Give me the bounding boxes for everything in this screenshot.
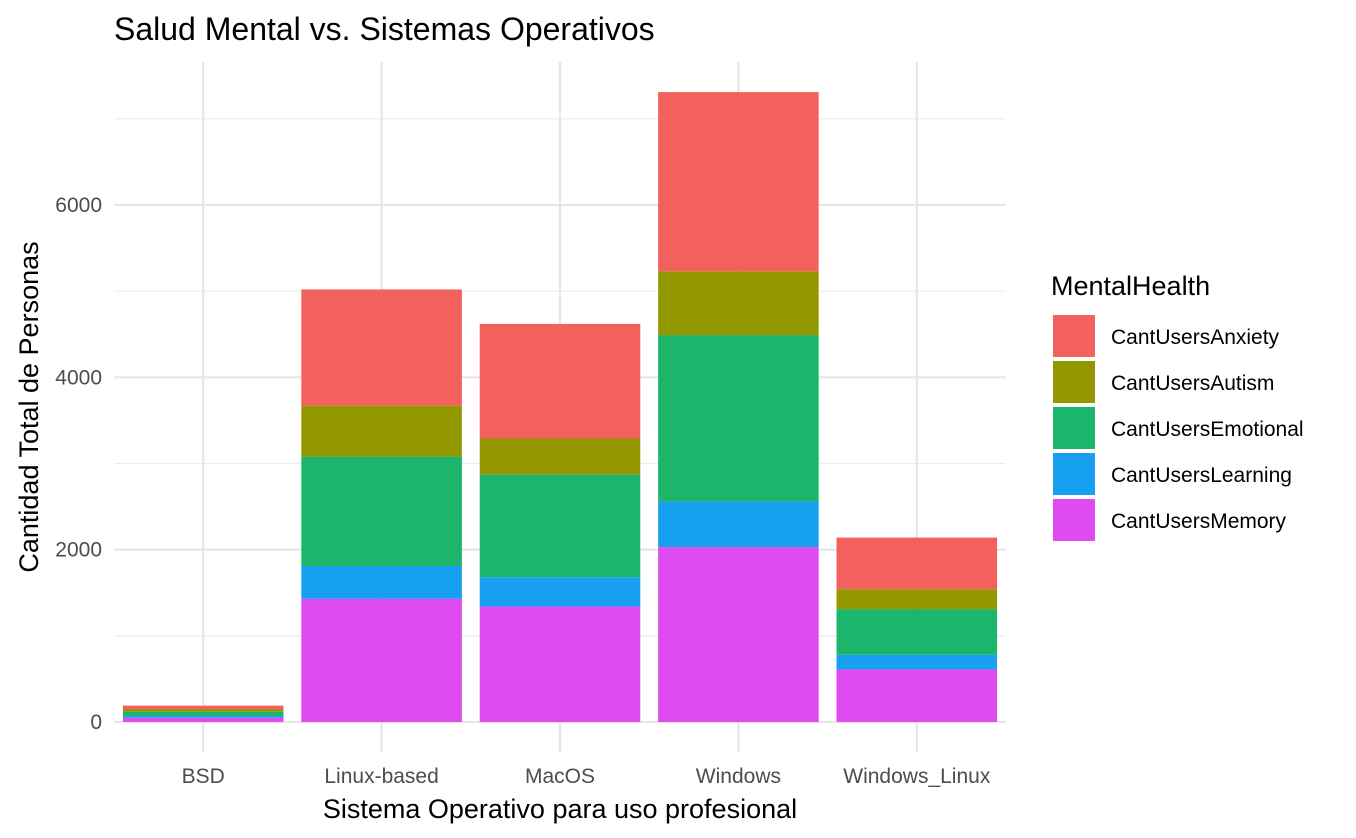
- bar-segment: [301, 289, 462, 406]
- bar-segment: [836, 654, 998, 670]
- bar-segment: [479, 606, 641, 722]
- legend-key: [1053, 407, 1095, 449]
- bar-segment: [301, 405, 462, 457]
- x-tick-label: Windows_Linux: [843, 765, 991, 788]
- y-tick-label: 6000: [55, 194, 102, 217]
- bar-segment: [479, 438, 641, 475]
- legend-label: CantUsersLearning: [1111, 464, 1292, 487]
- bar-segment: [301, 566, 462, 599]
- legend-key: [1053, 453, 1095, 495]
- bar-segment: [836, 669, 998, 722]
- y-tick-label: 2000: [55, 539, 102, 562]
- y-axis-title: Cantidad Total de Personas: [14, 241, 44, 572]
- bar-segment: [658, 501, 819, 548]
- bar-segment: [836, 589, 998, 610]
- bar-segment: [836, 537, 998, 590]
- bar-segment: [836, 609, 998, 655]
- legend-key: [1053, 315, 1095, 357]
- y-tick-label: 4000: [55, 366, 102, 389]
- bars: [122, 92, 998, 722]
- legend-label: CantUsersAutism: [1111, 372, 1274, 395]
- x-tick-label: Linux-based: [324, 765, 438, 788]
- legend-label: CantUsersMemory: [1111, 510, 1287, 533]
- x-axis-title: Sistema Operativo para uso profesional: [323, 794, 797, 824]
- bar-segment: [122, 711, 284, 716]
- bar-segment: [658, 271, 819, 336]
- legend-title: MentalHealth: [1051, 271, 1210, 301]
- bar-segment: [122, 715, 284, 718]
- bar-segment: [479, 474, 641, 578]
- bar-segment: [479, 577, 641, 607]
- bar-segment: [658, 92, 819, 272]
- legend-label: CantUsersEmotional: [1111, 418, 1304, 441]
- legend: MentalHealth CantUsersAnxiety CantUsersAu…: [1051, 271, 1304, 541]
- bar-segment: [301, 456, 462, 567]
- bar-segment: [658, 335, 819, 502]
- bar-segment: [122, 709, 284, 712]
- y-tick-label: 0: [90, 711, 102, 734]
- y-tick-labels: 0 2000 4000 6000: [55, 194, 102, 734]
- bar-segment: [301, 598, 462, 722]
- chart-title: Salud Mental vs. Sistemas Operativos: [114, 11, 655, 47]
- legend-key: [1053, 361, 1095, 403]
- x-tick-label: BSD: [182, 765, 225, 788]
- x-tick-labels: BSD Linux-based MacOS Windows Windows_Linux: [182, 765, 991, 788]
- bar-segment: [122, 717, 284, 722]
- x-tick-label: Windows: [696, 765, 781, 788]
- bar-segment: [658, 547, 819, 722]
- bar-segment: [479, 323, 641, 439]
- x-tick-label: MacOS: [525, 765, 595, 788]
- legend-key: [1053, 499, 1095, 541]
- bar-segment: [122, 705, 284, 710]
- legend-label: CantUsersAnxiety: [1111, 326, 1280, 349]
